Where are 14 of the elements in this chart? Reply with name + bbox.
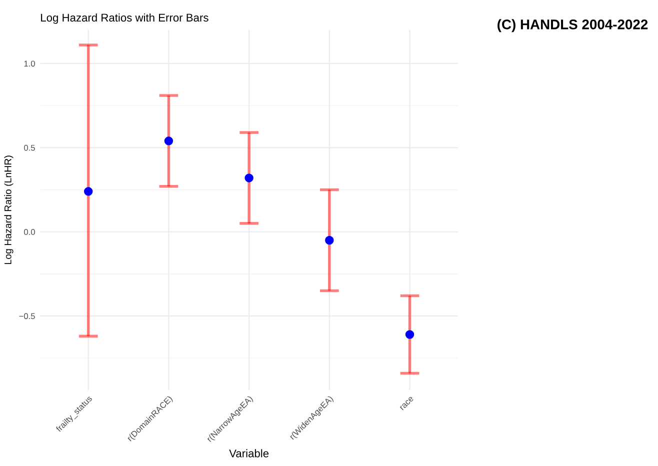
point	[164, 136, 174, 146]
y-tick-label: 0.0	[24, 229, 35, 235]
point	[405, 330, 414, 339]
text: (C) HANDLS 2004-2022	[498, 19, 648, 32]
y-tick-label: 0.5	[24, 144, 35, 151]
x-axis-title: Variable	[229, 449, 269, 458]
point	[325, 236, 334, 245]
y-tick-label: −0.5	[19, 313, 35, 320]
point	[84, 187, 93, 196]
x-tick-label: race	[400, 396, 414, 410]
y-tick-label: 1.0	[24, 60, 35, 67]
y-axis-title: Log Hazard Ratio (LnHR)	[4, 156, 14, 264]
chart-title: Log Hazard Ratios with Error Bars	[41, 13, 208, 24]
point	[244, 174, 254, 182]
